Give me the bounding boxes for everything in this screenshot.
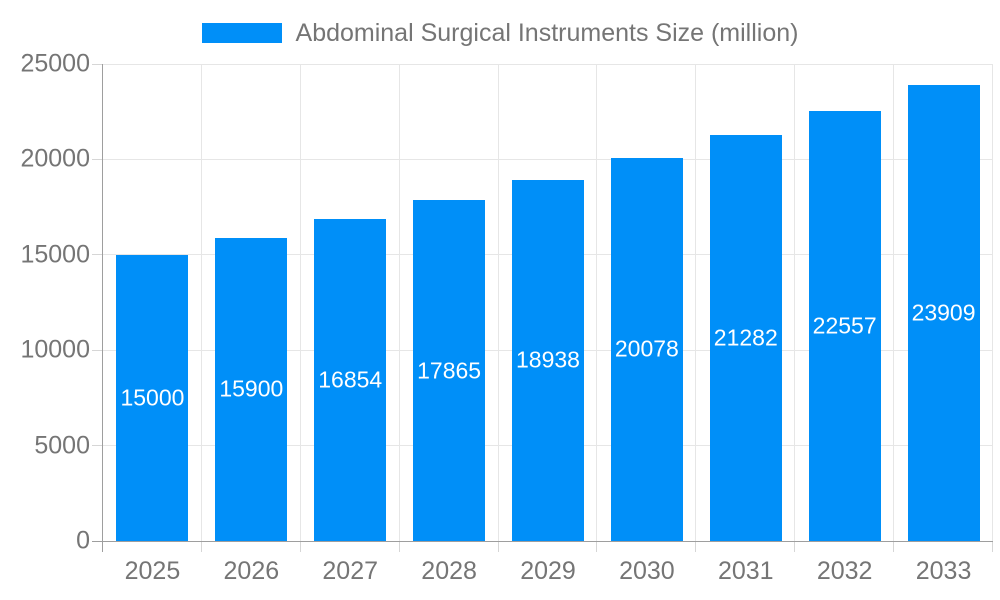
legend-label: Abdominal Surgical Instruments Size (mil… bbox=[295, 19, 799, 47]
bar-2025[interactable]: 15000 bbox=[116, 254, 189, 541]
x-axis-label: 2025 bbox=[124, 557, 181, 585]
y-axis-tick bbox=[92, 158, 102, 160]
bar-2027[interactable]: 16854 bbox=[314, 219, 387, 541]
y-axis-label: 15000 bbox=[20, 240, 90, 269]
x-gridline bbox=[200, 64, 202, 541]
x-axis-label: 2029 bbox=[520, 557, 576, 585]
bar-value-label: 18938 bbox=[516, 346, 580, 373]
x-axis-label: 2026 bbox=[223, 557, 280, 585]
y-axis-label: 20000 bbox=[20, 144, 90, 173]
legend[interactable]: Abdominal Surgical Instruments Size (mil… bbox=[0, 16, 1000, 50]
y-axis-tick bbox=[92, 349, 102, 351]
y-axis-label: 5000 bbox=[34, 431, 90, 460]
x-axis-label: 2031 bbox=[717, 557, 774, 585]
y-gridline bbox=[103, 158, 993, 160]
x-axis-tick bbox=[893, 542, 895, 552]
bar-value-label: 15000 bbox=[120, 384, 185, 411]
bar-value-label: 16854 bbox=[318, 366, 383, 393]
x-axis-tick bbox=[299, 542, 301, 552]
x-axis-tick bbox=[794, 542, 796, 552]
x-axis-tick bbox=[398, 542, 400, 552]
x-axis-label: 2030 bbox=[619, 557, 675, 585]
bar-2029[interactable]: 18938 bbox=[512, 179, 584, 541]
bar-2032[interactable]: 22557 bbox=[808, 110, 881, 541]
bar-2031[interactable]: 21282 bbox=[709, 134, 782, 541]
bar-2028[interactable]: 17865 bbox=[413, 200, 486, 541]
bar-value-label: 15900 bbox=[219, 375, 284, 402]
x-axis-label: 2028 bbox=[421, 557, 477, 585]
x-gridline bbox=[497, 64, 499, 541]
y-gridline bbox=[103, 63, 993, 65]
x-axis-tick bbox=[992, 542, 993, 552]
y-axis-tick bbox=[92, 254, 102, 256]
x-gridline bbox=[893, 64, 895, 541]
x-axis-line bbox=[102, 541, 993, 542]
y-axis-label: 10000 bbox=[20, 335, 90, 364]
x-axis-tick bbox=[695, 542, 697, 552]
x-gridline bbox=[794, 64, 796, 541]
y-axis-tick bbox=[92, 540, 102, 542]
bar-value-label: 22557 bbox=[812, 312, 877, 339]
x-axis-label: 2033 bbox=[915, 557, 972, 585]
legend-swatch bbox=[201, 23, 282, 43]
y-axis-tick bbox=[92, 63, 102, 65]
x-axis-tick bbox=[102, 542, 103, 552]
x-axis-label: 2027 bbox=[322, 557, 379, 585]
bar-value-label: 17865 bbox=[417, 357, 482, 384]
x-axis-label: 2032 bbox=[816, 557, 873, 585]
y-axis-label: 25000 bbox=[20, 49, 90, 78]
y-axis-label: 0 bbox=[76, 526, 90, 555]
bar-2026[interactable]: 15900 bbox=[215, 237, 288, 541]
plot-area: 0 5000 10000 15000 20000 25000 2025 2026 2027 202… bbox=[20, 50, 993, 585]
x-gridline bbox=[992, 64, 993, 541]
bar-value-label: 23909 bbox=[911, 299, 976, 326]
x-axis-tick bbox=[596, 542, 598, 552]
y-axis-line bbox=[102, 64, 103, 541]
bar-value-label: 20078 bbox=[614, 335, 679, 362]
x-axis-tick bbox=[200, 542, 202, 552]
bar-2033[interactable]: 23909 bbox=[907, 84, 980, 541]
x-axis-tick bbox=[497, 542, 499, 552]
bar-2030[interactable]: 20078 bbox=[610, 157, 683, 541]
x-gridline bbox=[398, 64, 400, 541]
x-gridline bbox=[695, 64, 697, 541]
y-axis-tick bbox=[92, 445, 102, 447]
x-gridline bbox=[596, 64, 598, 541]
x-gridline bbox=[299, 64, 301, 541]
bar-value-label: 21282 bbox=[713, 324, 778, 351]
